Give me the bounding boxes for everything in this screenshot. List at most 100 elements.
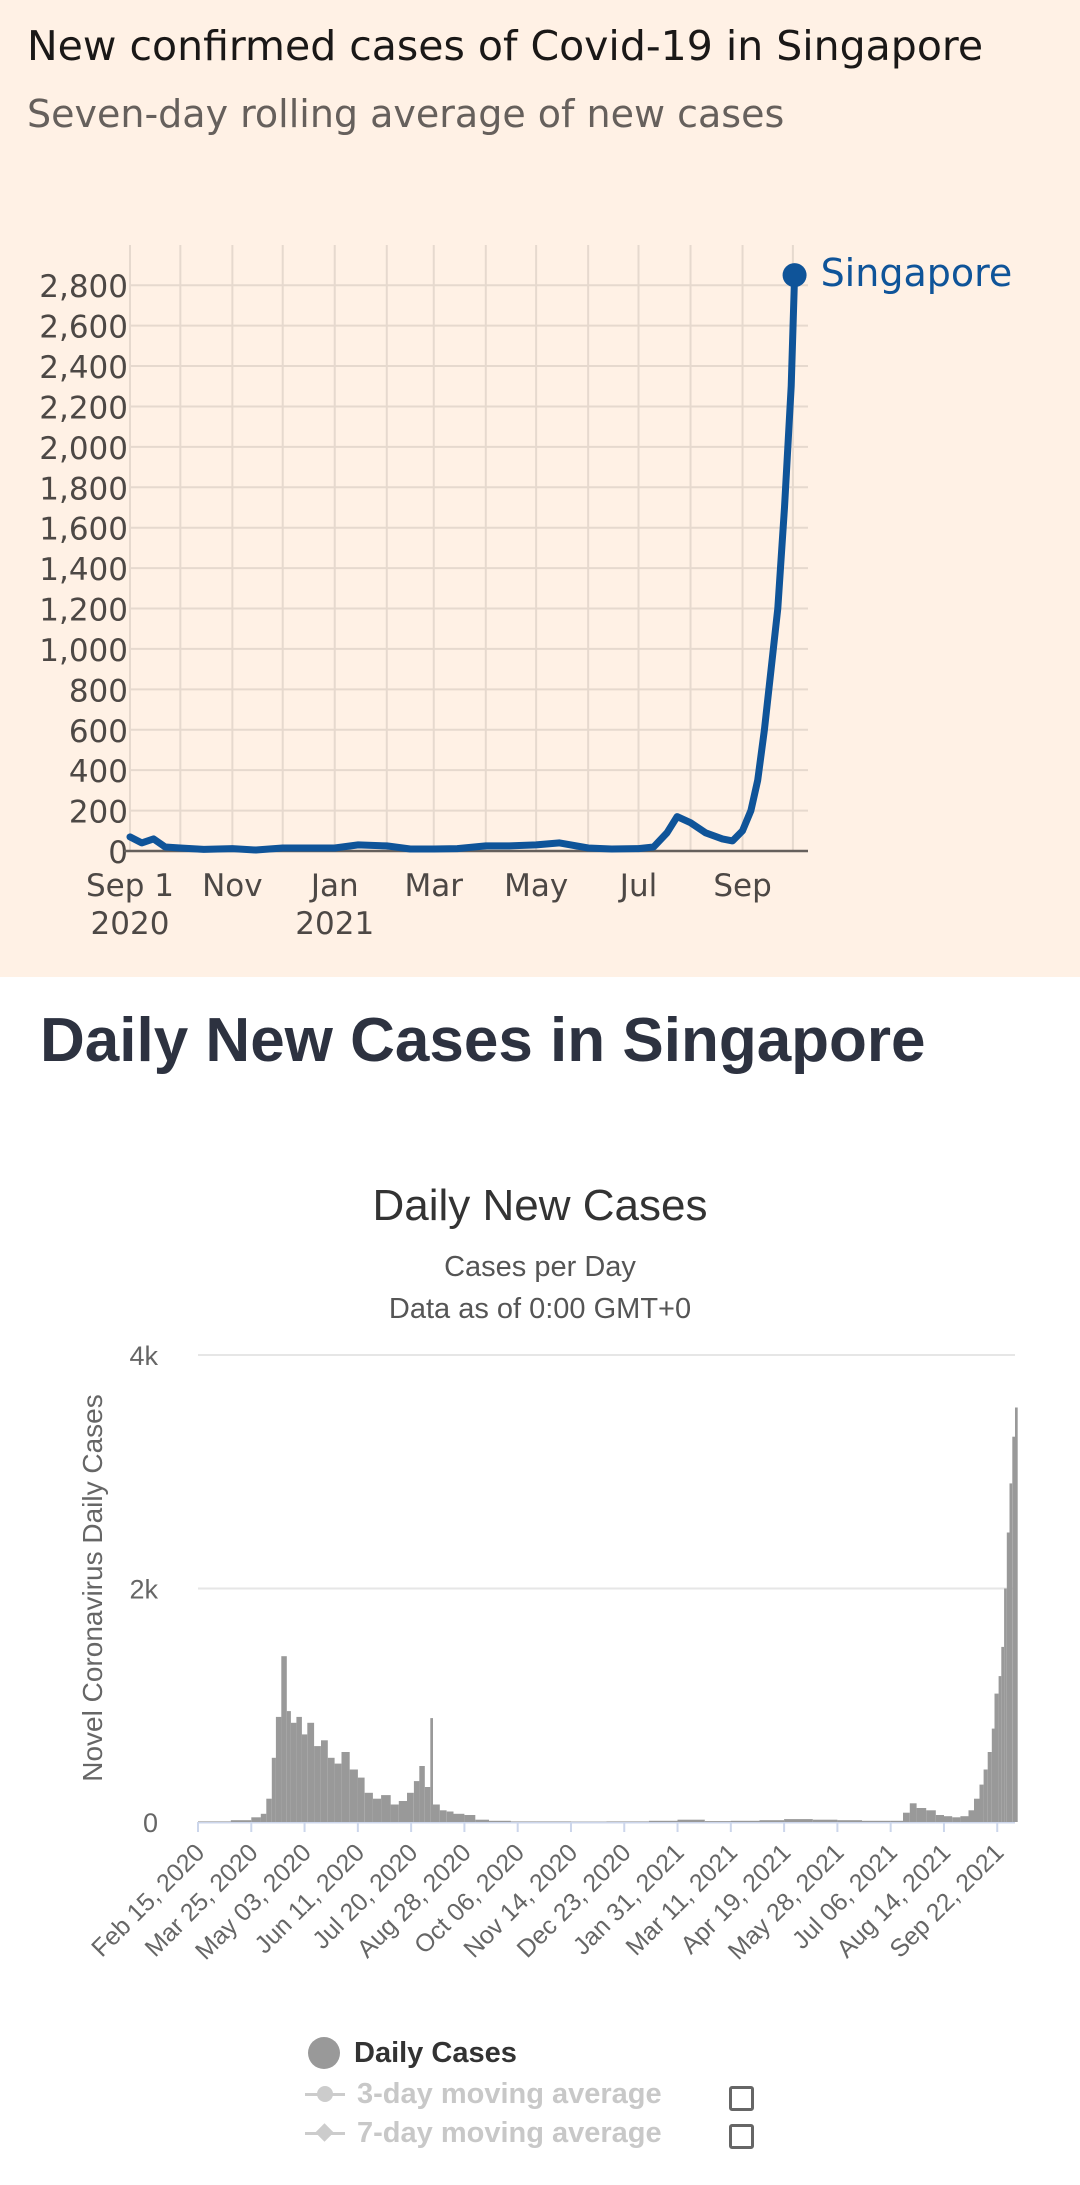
wm-bar — [430, 1718, 433, 1822]
wm-bar — [968, 1810, 974, 1822]
ft-y-tick-label: 2,800 — [39, 269, 128, 305]
wm-bar — [251, 1817, 261, 1822]
wm-bar — [935, 1815, 944, 1822]
wm-bar — [890, 1820, 903, 1822]
legend-item-3-day-ma[interactable]: 3-day moving average — [305, 2077, 662, 2111]
wm-bars-daily-cases — [198, 1407, 1018, 1822]
wm-bar — [536, 1821, 571, 1822]
wm-bar — [730, 1820, 760, 1822]
ft-y-tick-label: 2,200 — [39, 390, 128, 426]
wm-y-axis-label: Novel Coronavirus Daily Cases — [77, 1394, 108, 1781]
ft-x-tick-label: Mar — [405, 868, 464, 904]
wm-bar — [271, 1757, 276, 1822]
wm-bar — [314, 1746, 321, 1822]
wm-bar — [759, 1820, 785, 1822]
ft-y-tick-label: 2,000 — [39, 431, 128, 467]
wm-bar — [952, 1817, 961, 1822]
chart-subtitle-data-as-of: Data as of 0:00 GMT+0 — [389, 1293, 691, 1325]
wm-bar — [327, 1757, 335, 1822]
wm-bar — [510, 1821, 537, 1822]
wm-bar — [1015, 1407, 1018, 1822]
wm-bar — [812, 1819, 838, 1822]
wm-bar — [960, 1816, 969, 1822]
wm-bar — [341, 1752, 350, 1822]
checkbox-3-day-ma[interactable] — [729, 2086, 754, 2111]
wm-bar — [364, 1792, 373, 1822]
ft-y-tick-label: 2,600 — [39, 310, 128, 346]
wm-bar — [926, 1810, 936, 1822]
legend-item-daily-cases[interactable]: Daily Cases — [308, 2036, 517, 2070]
ft-y-tick-label: 600 — [69, 714, 128, 750]
ft-x-tick-label: Nov — [202, 868, 263, 904]
ft-chart-subtitle: Seven-day rolling average of new cases — [27, 92, 785, 136]
wm-bar — [606, 1821, 649, 1822]
legend-3day-label: 3-day moving average — [357, 2077, 662, 2110]
wm-bar — [784, 1819, 813, 1822]
ft-series-line-singapore — [126, 271, 799, 854]
wm-bar — [1009, 1483, 1013, 1822]
ft-x-tick-sublabel: 2021 — [295, 906, 374, 942]
legend-7day-label: 7-day moving average — [357, 2116, 662, 2149]
wm-bar — [489, 1820, 511, 1822]
wm-bar — [916, 1808, 927, 1822]
wm-bar — [1001, 1646, 1004, 1822]
wm-y-tick-label: 0 — [143, 1808, 158, 1838]
legend-3day-marker-icon — [305, 2084, 345, 2104]
wm-bar — [296, 1716, 302, 1822]
ft-x-tick-label: May — [504, 868, 568, 904]
ft-y-tick-label: 0 — [108, 835, 128, 871]
legend-item-7-day-ma[interactable]: 7-day moving average — [305, 2116, 662, 2150]
wm-bar — [475, 1819, 489, 1822]
wm-bar — [983, 1769, 988, 1822]
wm-bar — [648, 1820, 678, 1822]
wm-bar — [837, 1820, 862, 1822]
wm-bar — [862, 1820, 891, 1822]
wm-bar — [439, 1810, 447, 1822]
ft-y-tick-label: 1,800 — [39, 471, 128, 507]
ft-series-label: Singapore — [821, 251, 1013, 295]
wm-bar — [704, 1821, 731, 1822]
ft-y-tick-label: 2,400 — [39, 350, 128, 386]
checkbox-7-day-ma[interactable] — [729, 2124, 754, 2149]
chart-subtitle-cases-per-day: Cases per Day — [444, 1251, 636, 1283]
wm-bar — [381, 1795, 391, 1822]
wm-bar — [1012, 1436, 1015, 1822]
wm-bar — [301, 1734, 308, 1822]
wm-bar — [307, 1722, 315, 1822]
wm-bar — [198, 1821, 231, 1822]
ft-x-tick-label: Sep 1 — [86, 868, 174, 904]
ft-series-end-marker — [782, 263, 807, 288]
wm-bar — [464, 1815, 476, 1822]
wm-bar — [407, 1792, 414, 1822]
wm-bar — [903, 1812, 910, 1822]
wm-bar — [334, 1763, 342, 1822]
wm-y-tick-label: 4k — [129, 1341, 158, 1371]
legend-daily-label: Daily Cases — [354, 2036, 517, 2069]
wm-bar — [991, 1728, 995, 1822]
ft-chart-panel: New confirmed cases of Covid-19 in Singa… — [0, 0, 1080, 977]
ft-y-tick-label: 1,200 — [39, 593, 128, 629]
ft-line-chart: 2,800 2,600 2,400 2,200 2,000 1,800 1,600 1,400… — [39, 245, 1013, 942]
wm-bar — [979, 1784, 984, 1822]
wm-bar — [974, 1798, 980, 1822]
wm-bar — [677, 1819, 705, 1822]
ft-y-tick-label: 1,600 — [39, 512, 128, 548]
wm-bar — [1006, 1532, 1010, 1822]
wm-bar — [286, 1711, 291, 1822]
wm-bar — [944, 1816, 953, 1822]
wm-bar — [1004, 1588, 1007, 1822]
wm-bar — [230, 1820, 252, 1822]
wm-bar — [998, 1676, 1002, 1822]
chart-title: Daily New Cases — [373, 1181, 708, 1230]
ft-y-tick-label: 400 — [69, 754, 128, 790]
wm-bar — [398, 1801, 407, 1822]
wm-bar — [290, 1722, 297, 1822]
wm-bar — [909, 1803, 917, 1822]
wm-bar — [349, 1769, 358, 1822]
wm-bar — [357, 1777, 365, 1822]
wm-bar — [413, 1781, 420, 1822]
ft-x-tick-label: Sep — [713, 868, 771, 904]
ft-chart-title: New confirmed cases of Covid-19 in Singa… — [27, 22, 984, 70]
wm-y-tick-label: 2k — [129, 1575, 158, 1605]
